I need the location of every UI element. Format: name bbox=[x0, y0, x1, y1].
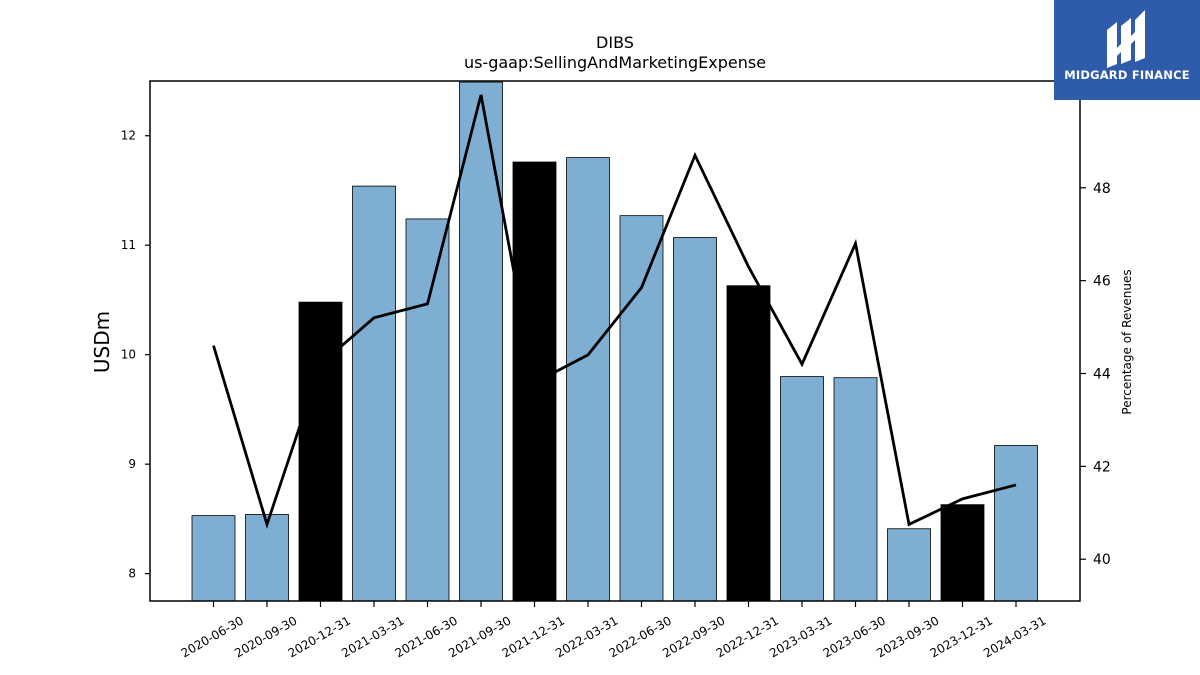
bar-2021-09-30 bbox=[459, 81, 503, 602]
y-tick-label-12: 12 bbox=[121, 129, 136, 143]
bar-2023-12-31 bbox=[940, 504, 985, 602]
bar-2022-12-31 bbox=[726, 285, 771, 602]
y-tick-label-8: 8 bbox=[128, 567, 136, 581]
y2-tick-label-44: 44 bbox=[1093, 367, 1111, 383]
y2-tick-label-42: 42 bbox=[1093, 459, 1111, 475]
y2-tick-label-40: 40 bbox=[1093, 552, 1111, 568]
bar-2021-06-30 bbox=[405, 218, 450, 602]
bar-2020-09-30 bbox=[245, 514, 289, 602]
chart-subtitle: us-gaap:SellingAndMarketingExpense bbox=[464, 53, 766, 72]
midgard-logo-icon bbox=[1107, 10, 1145, 68]
y-tick-label-11: 11 bbox=[121, 238, 136, 252]
y-tick-label-10: 10 bbox=[121, 348, 136, 362]
bar-2020-06-30 bbox=[191, 515, 236, 602]
y2-axis-label: Percentage of Revenues bbox=[1120, 269, 1134, 414]
plot-frame bbox=[149, 80, 1081, 602]
bar-2023-03-31 bbox=[780, 376, 824, 602]
bar-2022-09-30 bbox=[673, 237, 717, 602]
y-axis-label: USDm bbox=[90, 311, 114, 373]
chart-title: DIBS bbox=[596, 33, 634, 52]
percent-of-revenues-line bbox=[212, 94, 1017, 530]
y2-tick-label-46: 46 bbox=[1093, 274, 1111, 290]
logo-text: MIDGARD FINANCE bbox=[1064, 68, 1190, 82]
bar-2021-03-31 bbox=[352, 185, 396, 602]
bar-2023-09-30 bbox=[887, 528, 931, 602]
bar-2023-06-30 bbox=[833, 377, 878, 602]
bar-2022-06-30 bbox=[619, 215, 664, 602]
bar-2022-03-31 bbox=[566, 157, 610, 602]
bar-2020-12-31 bbox=[298, 301, 343, 602]
y-tick-label-9: 9 bbox=[128, 457, 136, 471]
y2-tick-label-48: 48 bbox=[1093, 181, 1111, 197]
bar-2024-03-31 bbox=[994, 445, 1038, 602]
midgard-finance-logo: MIDGARD FINANCE bbox=[1054, 0, 1200, 100]
